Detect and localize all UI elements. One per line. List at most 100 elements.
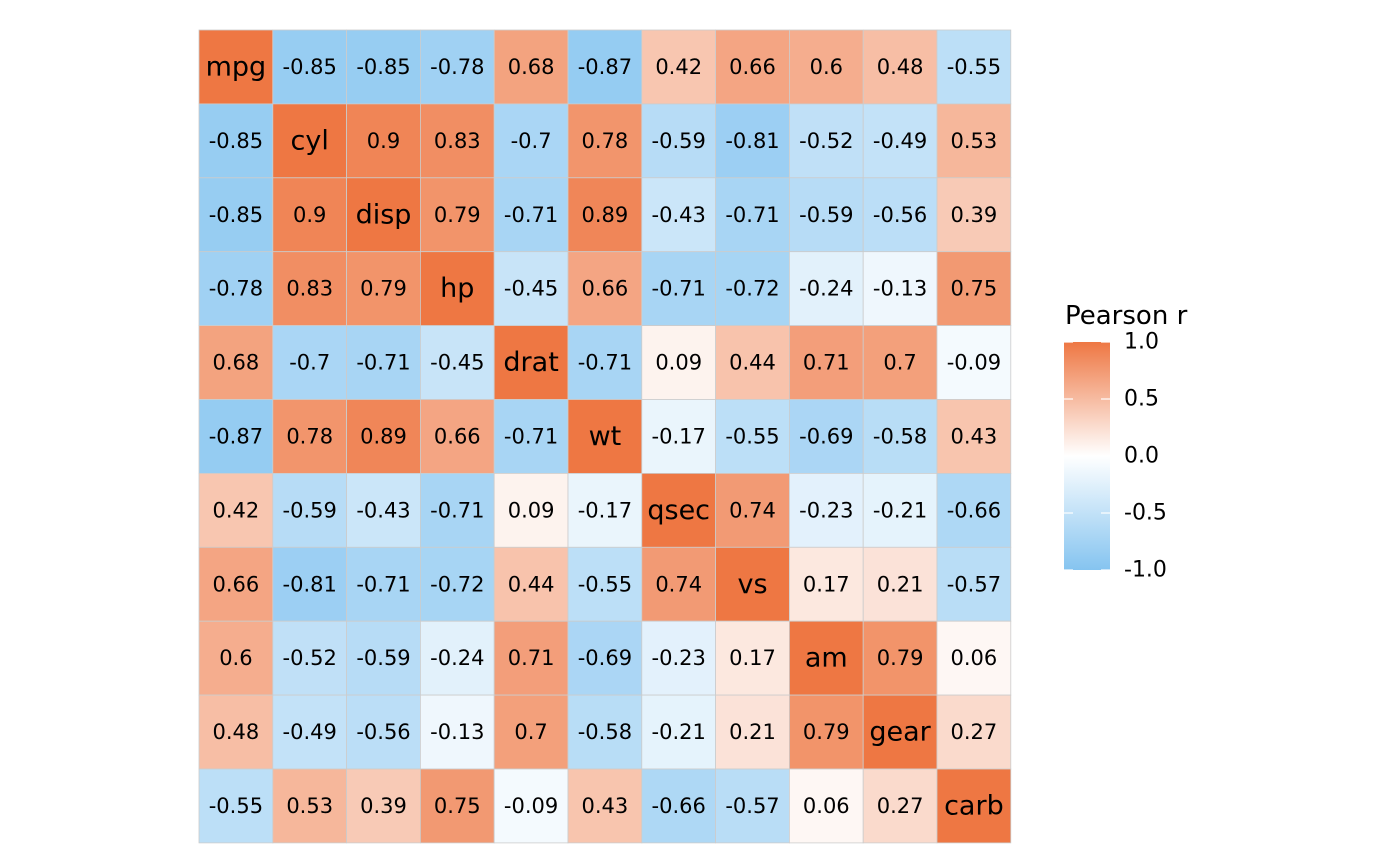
heatmap-cell-cyl-gear: [862, 103, 938, 179]
heatmap-cell-wt-mpg: [198, 399, 274, 474]
diagonal-cell-am: [789, 620, 864, 696]
heatmap-cell-gear-hp: [419, 694, 495, 770]
heatmap-cell-am-vs: [715, 620, 790, 696]
heatmap-cell-vs-am: [789, 546, 864, 622]
heatmap-cell-disp-carb: [936, 177, 1012, 253]
heatmap-cell-drat-carb: [936, 325, 1012, 400]
heatmap-cell-hp-disp: [346, 251, 421, 326]
cell-value-label: 0.48: [877, 55, 924, 79]
variable-label: carb: [944, 790, 1004, 821]
cell-value-label: -0.24: [799, 277, 853, 301]
cell-value-label: -0.56: [873, 203, 927, 227]
heatmap-cell-disp-mpg: [198, 177, 274, 253]
cell-value-label: 0.79: [434, 203, 481, 227]
variable-label: vs: [737, 569, 767, 600]
cell-value-label: 0.89: [360, 424, 407, 448]
legend-tick-label: 1.0: [1124, 330, 1159, 355]
heatmap-cell-gear-carb: [936, 694, 1012, 770]
legend-title: Pearson r: [1065, 301, 1188, 331]
cell-value-label: 0.79: [877, 646, 924, 670]
heatmap-cell-wt-am: [789, 399, 864, 474]
heatmap-cell-am-wt: [567, 620, 643, 696]
heatmap-cell-mpg-hp: [419, 29, 495, 105]
legend-tick-label: -0.5: [1124, 501, 1167, 526]
heatmap-cell-carb-gear: [862, 768, 938, 844]
heatmap-cell-drat-gear: [862, 325, 938, 400]
heatmap-cell-gear-drat: [493, 694, 569, 770]
cell-value-label: 0.78: [582, 129, 629, 153]
heatmap-cell-carb-mpg: [198, 768, 274, 844]
diagonal-cell-drat: [493, 325, 569, 400]
variable-label: hp: [440, 273, 474, 304]
cell-value-label: -0.85: [356, 55, 410, 79]
heatmap-cell-drat-am: [789, 325, 864, 400]
cell-value-label: -0.09: [947, 351, 1001, 375]
heatmap-cell-vs-drat: [493, 546, 569, 622]
variable-label: disp: [356, 199, 412, 230]
cell-value-label: -0.59: [799, 203, 853, 227]
cell-value-label: -0.85: [209, 129, 263, 153]
cell-value-label: 0.6: [810, 55, 843, 79]
cell-value-label: -0.69: [799, 424, 853, 448]
cell-value-label: 0.79: [360, 277, 407, 301]
heatmap-cell-carb-vs: [715, 768, 790, 844]
cell-value-label: -0.87: [578, 55, 632, 79]
cell-value-label: 0.53: [286, 794, 333, 818]
heatmap-cell-mpg-cyl: [272, 29, 347, 105]
heatmap-cell-disp-drat: [493, 177, 569, 253]
cell-value-label: 0.66: [729, 55, 776, 79]
cell-value-label: -0.72: [725, 277, 779, 301]
heatmap-cell-vs-wt: [567, 546, 643, 622]
cell-value-label: 0.43: [582, 794, 629, 818]
cell-value-label: 0.75: [951, 277, 998, 301]
legend-tick-label: 0.5: [1124, 387, 1159, 412]
cell-value-label: -0.23: [652, 646, 706, 670]
cell-value-label: 0.9: [367, 129, 400, 153]
cell-value-label: 0.48: [213, 720, 260, 744]
heatmap-cell-mpg-vs: [715, 29, 790, 105]
heatmap-cell-vs-gear: [862, 546, 938, 622]
heatmap-cell-cyl-carb: [936, 103, 1012, 179]
cell-value-label: 0.43: [951, 424, 998, 448]
heatmap-cell-carb-disp: [346, 768, 421, 844]
heatmap-cell-cyl-drat: [493, 103, 569, 179]
heatmap-cell-carb-drat: [493, 768, 569, 844]
cell-value-label: 0.66: [213, 572, 260, 596]
cell-value-label: -0.21: [873, 498, 927, 522]
heatmap-cell-am-mpg: [198, 620, 274, 696]
heatmap-cell-am-gear: [862, 620, 938, 696]
heatmap-cell-qsec-hp: [419, 472, 495, 548]
heatmap-cell-qsec-cyl: [272, 472, 347, 548]
cell-value-label: -0.23: [799, 498, 853, 522]
cell-value-label: -0.66: [652, 794, 706, 818]
heatmap-cell-mpg-wt: [567, 29, 643, 105]
cell-value-label: 0.78: [286, 424, 333, 448]
heatmap-cell-wt-hp: [419, 399, 495, 474]
heatmap-cell-disp-wt: [567, 177, 643, 253]
cell-value-label: -0.85: [209, 203, 263, 227]
heatmap-cell-gear-mpg: [198, 694, 274, 770]
heatmap-cell-mpg-gear: [862, 29, 938, 105]
cell-value-label: 0.06: [803, 794, 850, 818]
cell-value-label: 0.74: [729, 498, 776, 522]
cell-value-label: -0.21: [652, 720, 706, 744]
heatmap-cell-gear-wt: [567, 694, 643, 770]
heatmap-cell-carb-wt: [567, 768, 643, 844]
cell-value-label: -0.43: [356, 498, 410, 522]
cell-value-label: 0.6: [219, 646, 252, 670]
cell-value-label: -0.55: [947, 55, 1001, 79]
cell-value-label: -0.57: [725, 794, 779, 818]
heatmap-cell-cyl-wt: [567, 103, 643, 179]
heatmap-cell-drat-hp: [419, 325, 495, 400]
cell-value-label: 0.42: [213, 498, 260, 522]
cell-value-label: -0.72: [430, 572, 484, 596]
heatmap-cell-cyl-vs: [715, 103, 790, 179]
heatmap-cell-mpg-drat: [493, 29, 569, 105]
cell-value-label: 0.21: [877, 572, 924, 596]
heatmap-cell-gear-disp: [346, 694, 421, 770]
heatmap-cell-am-hp: [419, 620, 495, 696]
cell-value-label: 0.68: [213, 351, 260, 375]
heatmap-cell-hp-drat: [493, 251, 569, 326]
cell-value-label: -0.7: [289, 351, 330, 375]
